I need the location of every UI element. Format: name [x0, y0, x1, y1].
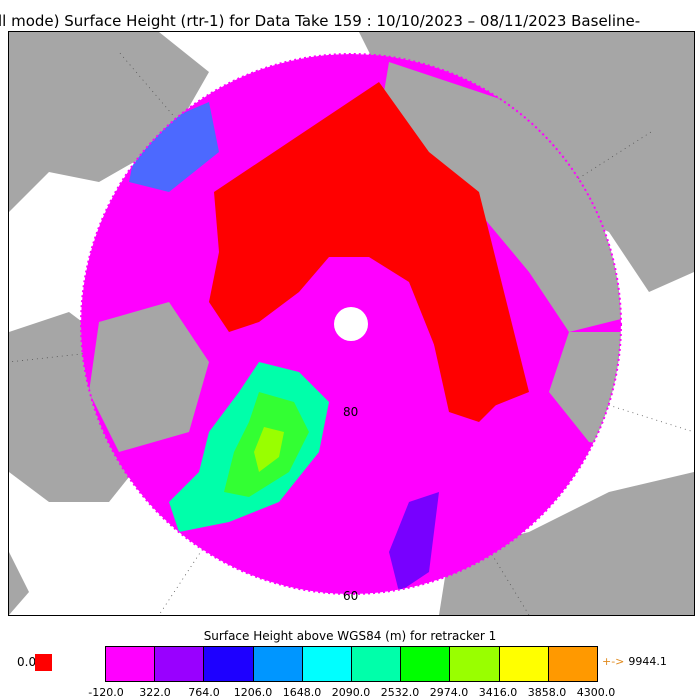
- max-arrow-icon: +->: [602, 655, 625, 668]
- colorbar-tick-label: 2974.0: [429, 686, 469, 699]
- colorbar-tick-label: 322.0: [139, 686, 171, 699]
- polar-map: 80 60: [8, 31, 695, 616]
- colorbar-segment: [450, 647, 500, 681]
- colorbar-tick-label: 4300.0: [576, 686, 616, 699]
- colorbar-segment: [155, 647, 205, 681]
- colorbar: [105, 646, 598, 682]
- colorbar-segment: [302, 647, 353, 681]
- colorbar-tick-label: 3858.0: [527, 686, 567, 699]
- max-value: 9944.1: [628, 655, 667, 668]
- colorbar-tick-label: 1206.0: [233, 686, 273, 699]
- colorbar-tick-label: 3416.0: [478, 686, 518, 699]
- colorbar-segment: [204, 647, 254, 681]
- colorbar-segment: [106, 647, 156, 681]
- colorbar-segment: [548, 647, 598, 681]
- colorbar-tick-label: 764.0: [188, 686, 220, 699]
- colorbar-title: Surface Height above WGS84 (m) for retra…: [203, 629, 497, 643]
- colorbar-tick-label: -120.0: [88, 686, 124, 699]
- colorbar-segment: [352, 647, 402, 681]
- map-title: ll mode) Surface Height (rtr-1) for Data…: [0, 12, 641, 30]
- zero-value-label: 0.0: [17, 655, 37, 669]
- colorbar-segment: [499, 647, 549, 681]
- lat-label-80: 80: [343, 405, 358, 419]
- colorbar-tick-label: 2090.0: [331, 686, 371, 699]
- colorbar-segment: [253, 647, 303, 681]
- colorbar-ticks: -120.0 322.0 764.0 1206.0 1648.0 2090.0 2532.0…: [0, 686, 700, 700]
- zero-value-swatch: [35, 654, 52, 671]
- colorbar-segment: [401, 647, 451, 681]
- max-value-label: +-> 9944.1: [602, 655, 667, 668]
- polar-map-canvas: 80 60: [9, 32, 694, 615]
- data-disk: [81, 54, 621, 594]
- colorbar-tick-label: 1648.0: [282, 686, 322, 699]
- lat-label-60: 60: [343, 589, 358, 603]
- colorbar-tick-label: 2532.0: [380, 686, 420, 699]
